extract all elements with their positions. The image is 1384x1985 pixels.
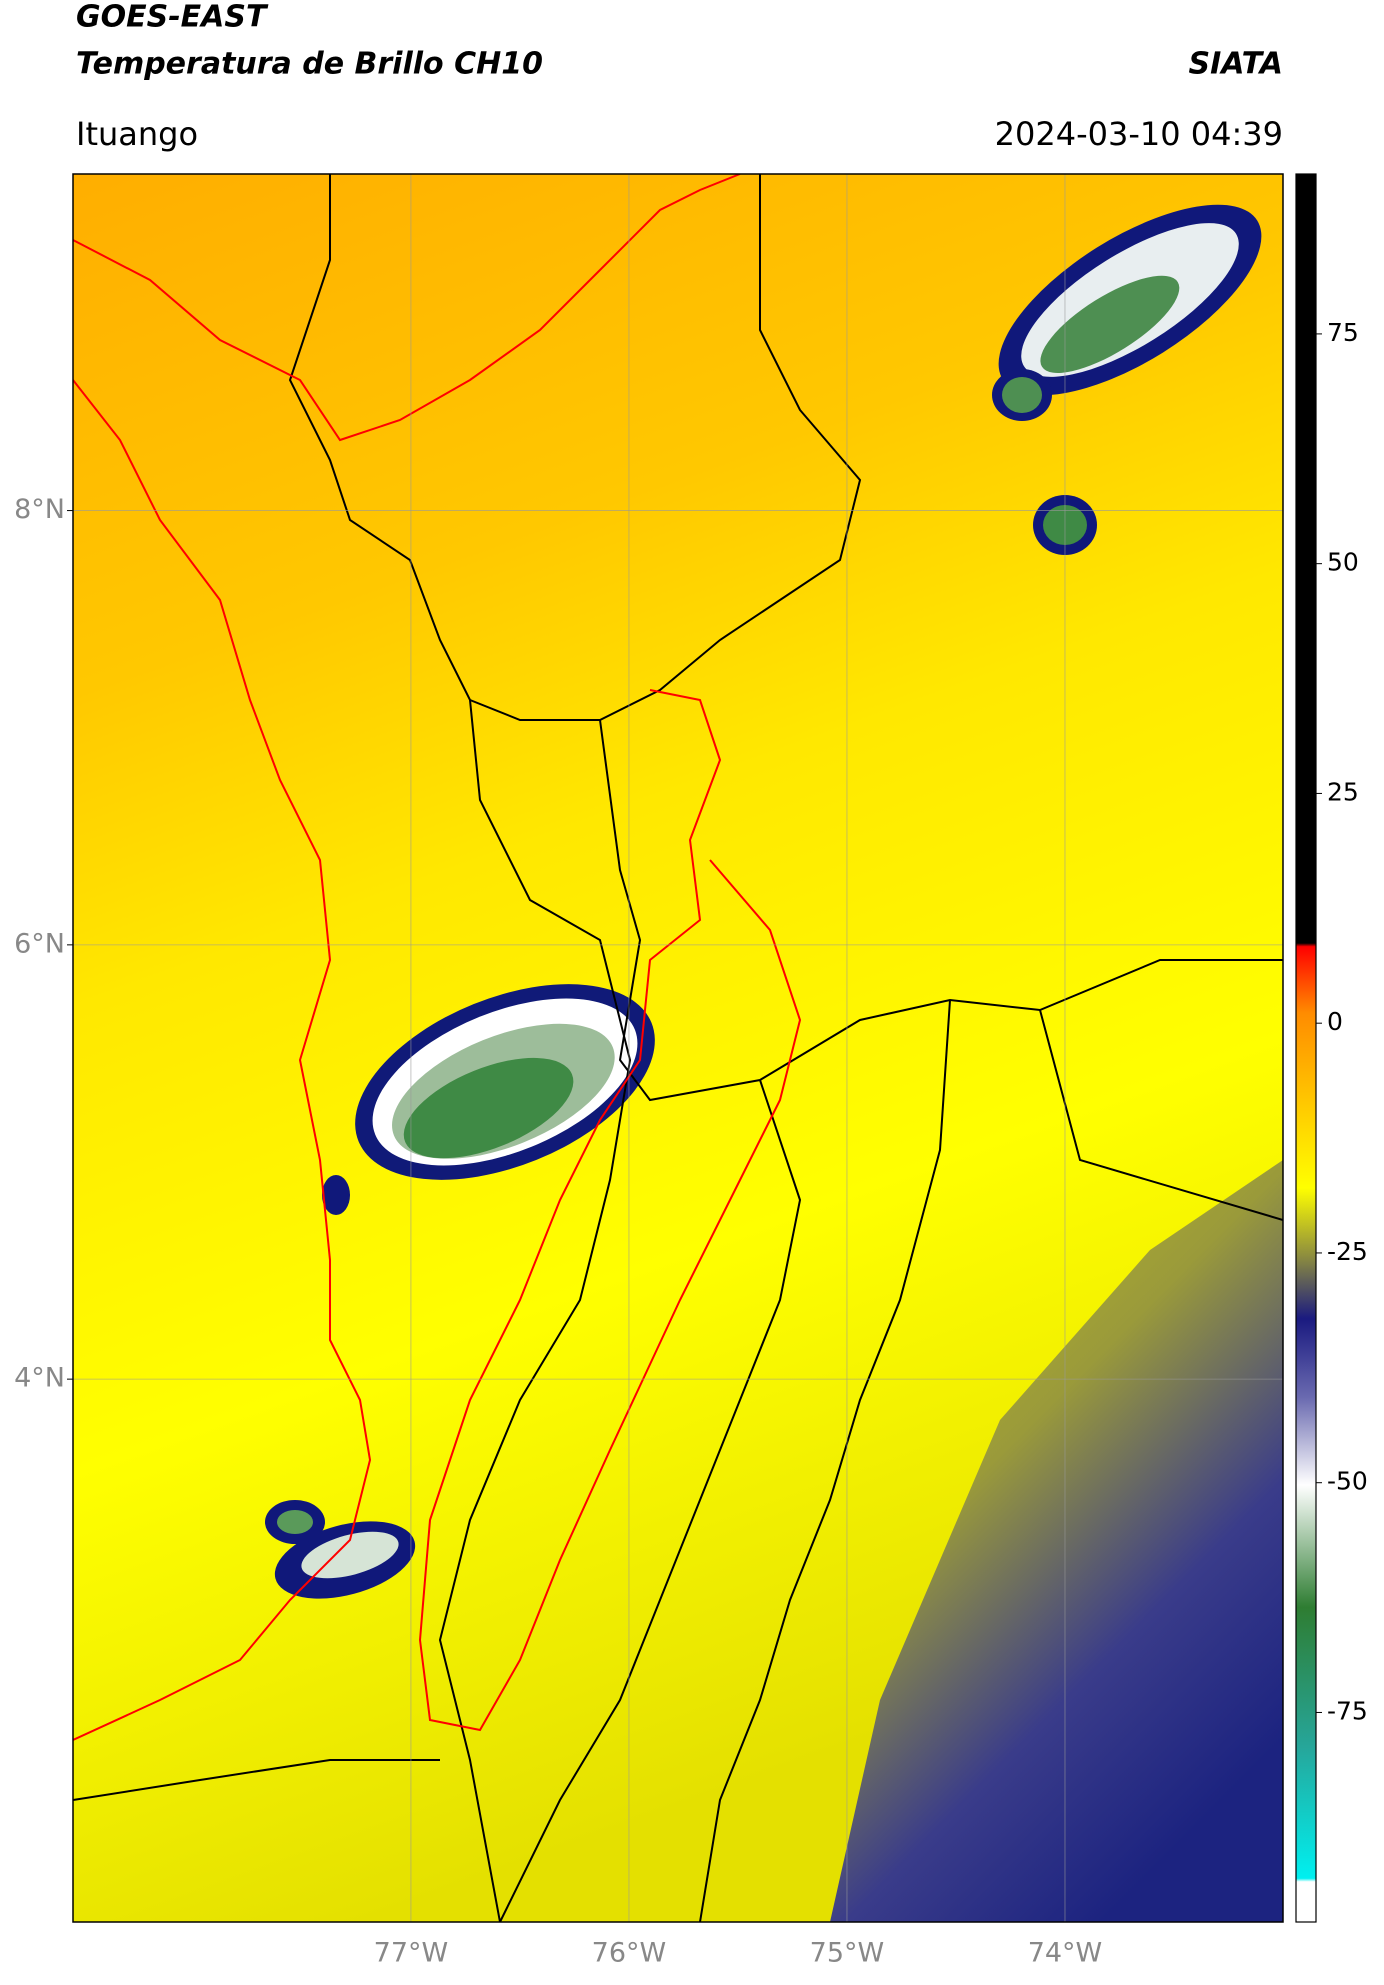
x-tick-label: 75°W xyxy=(810,1938,885,1969)
cloud-cell xyxy=(301,1531,399,1579)
coastline xyxy=(73,379,372,1741)
border xyxy=(73,1759,440,1801)
y-tick-label: 4°N xyxy=(14,1363,65,1394)
agency: SIATA xyxy=(1189,47,1283,82)
colorbar-tick-label: 25 xyxy=(1327,777,1359,806)
border xyxy=(438,699,632,1922)
colorbar xyxy=(1295,173,1317,1923)
coastline xyxy=(73,174,741,442)
border xyxy=(288,174,862,721)
location: Ituango xyxy=(76,115,198,153)
border xyxy=(499,1079,802,1922)
colorbar-tick-label: -75 xyxy=(1327,1696,1368,1725)
cloud-main xyxy=(355,984,655,1180)
cloud-cell xyxy=(277,1510,313,1534)
cloud-northeast xyxy=(998,204,1262,396)
colorbar-tick-label: -25 xyxy=(1327,1237,1368,1266)
basin-outline xyxy=(418,689,802,1732)
cloud-cell xyxy=(322,1175,350,1215)
x-tick-label: 76°W xyxy=(592,1938,667,1969)
cloud-region xyxy=(830,1160,1283,1922)
border xyxy=(1039,1009,1283,1221)
y-tick-label: 8°N xyxy=(14,494,65,525)
cloud-cell xyxy=(1002,377,1042,413)
border xyxy=(699,999,951,1922)
colorbar-tick-label: 50 xyxy=(1327,548,1359,577)
colorbar-tick-label: 75 xyxy=(1327,318,1359,347)
y-tick-label: 6°N xyxy=(14,928,65,959)
title: GOES-EAST xyxy=(76,0,269,35)
colorbar-tick-label: 0 xyxy=(1327,1007,1343,1036)
datetime: 2024-03-10 04:39 xyxy=(995,115,1283,153)
x-tick-label: 77°W xyxy=(374,1938,449,1969)
colorbar-tick-label: -50 xyxy=(1327,1467,1368,1496)
x-tick-label: 74°W xyxy=(1028,1938,1103,1969)
subtitle: Temperatura de Brillo CH10 xyxy=(76,47,543,82)
map-frame xyxy=(72,173,1284,1923)
map-image xyxy=(73,174,1283,1922)
